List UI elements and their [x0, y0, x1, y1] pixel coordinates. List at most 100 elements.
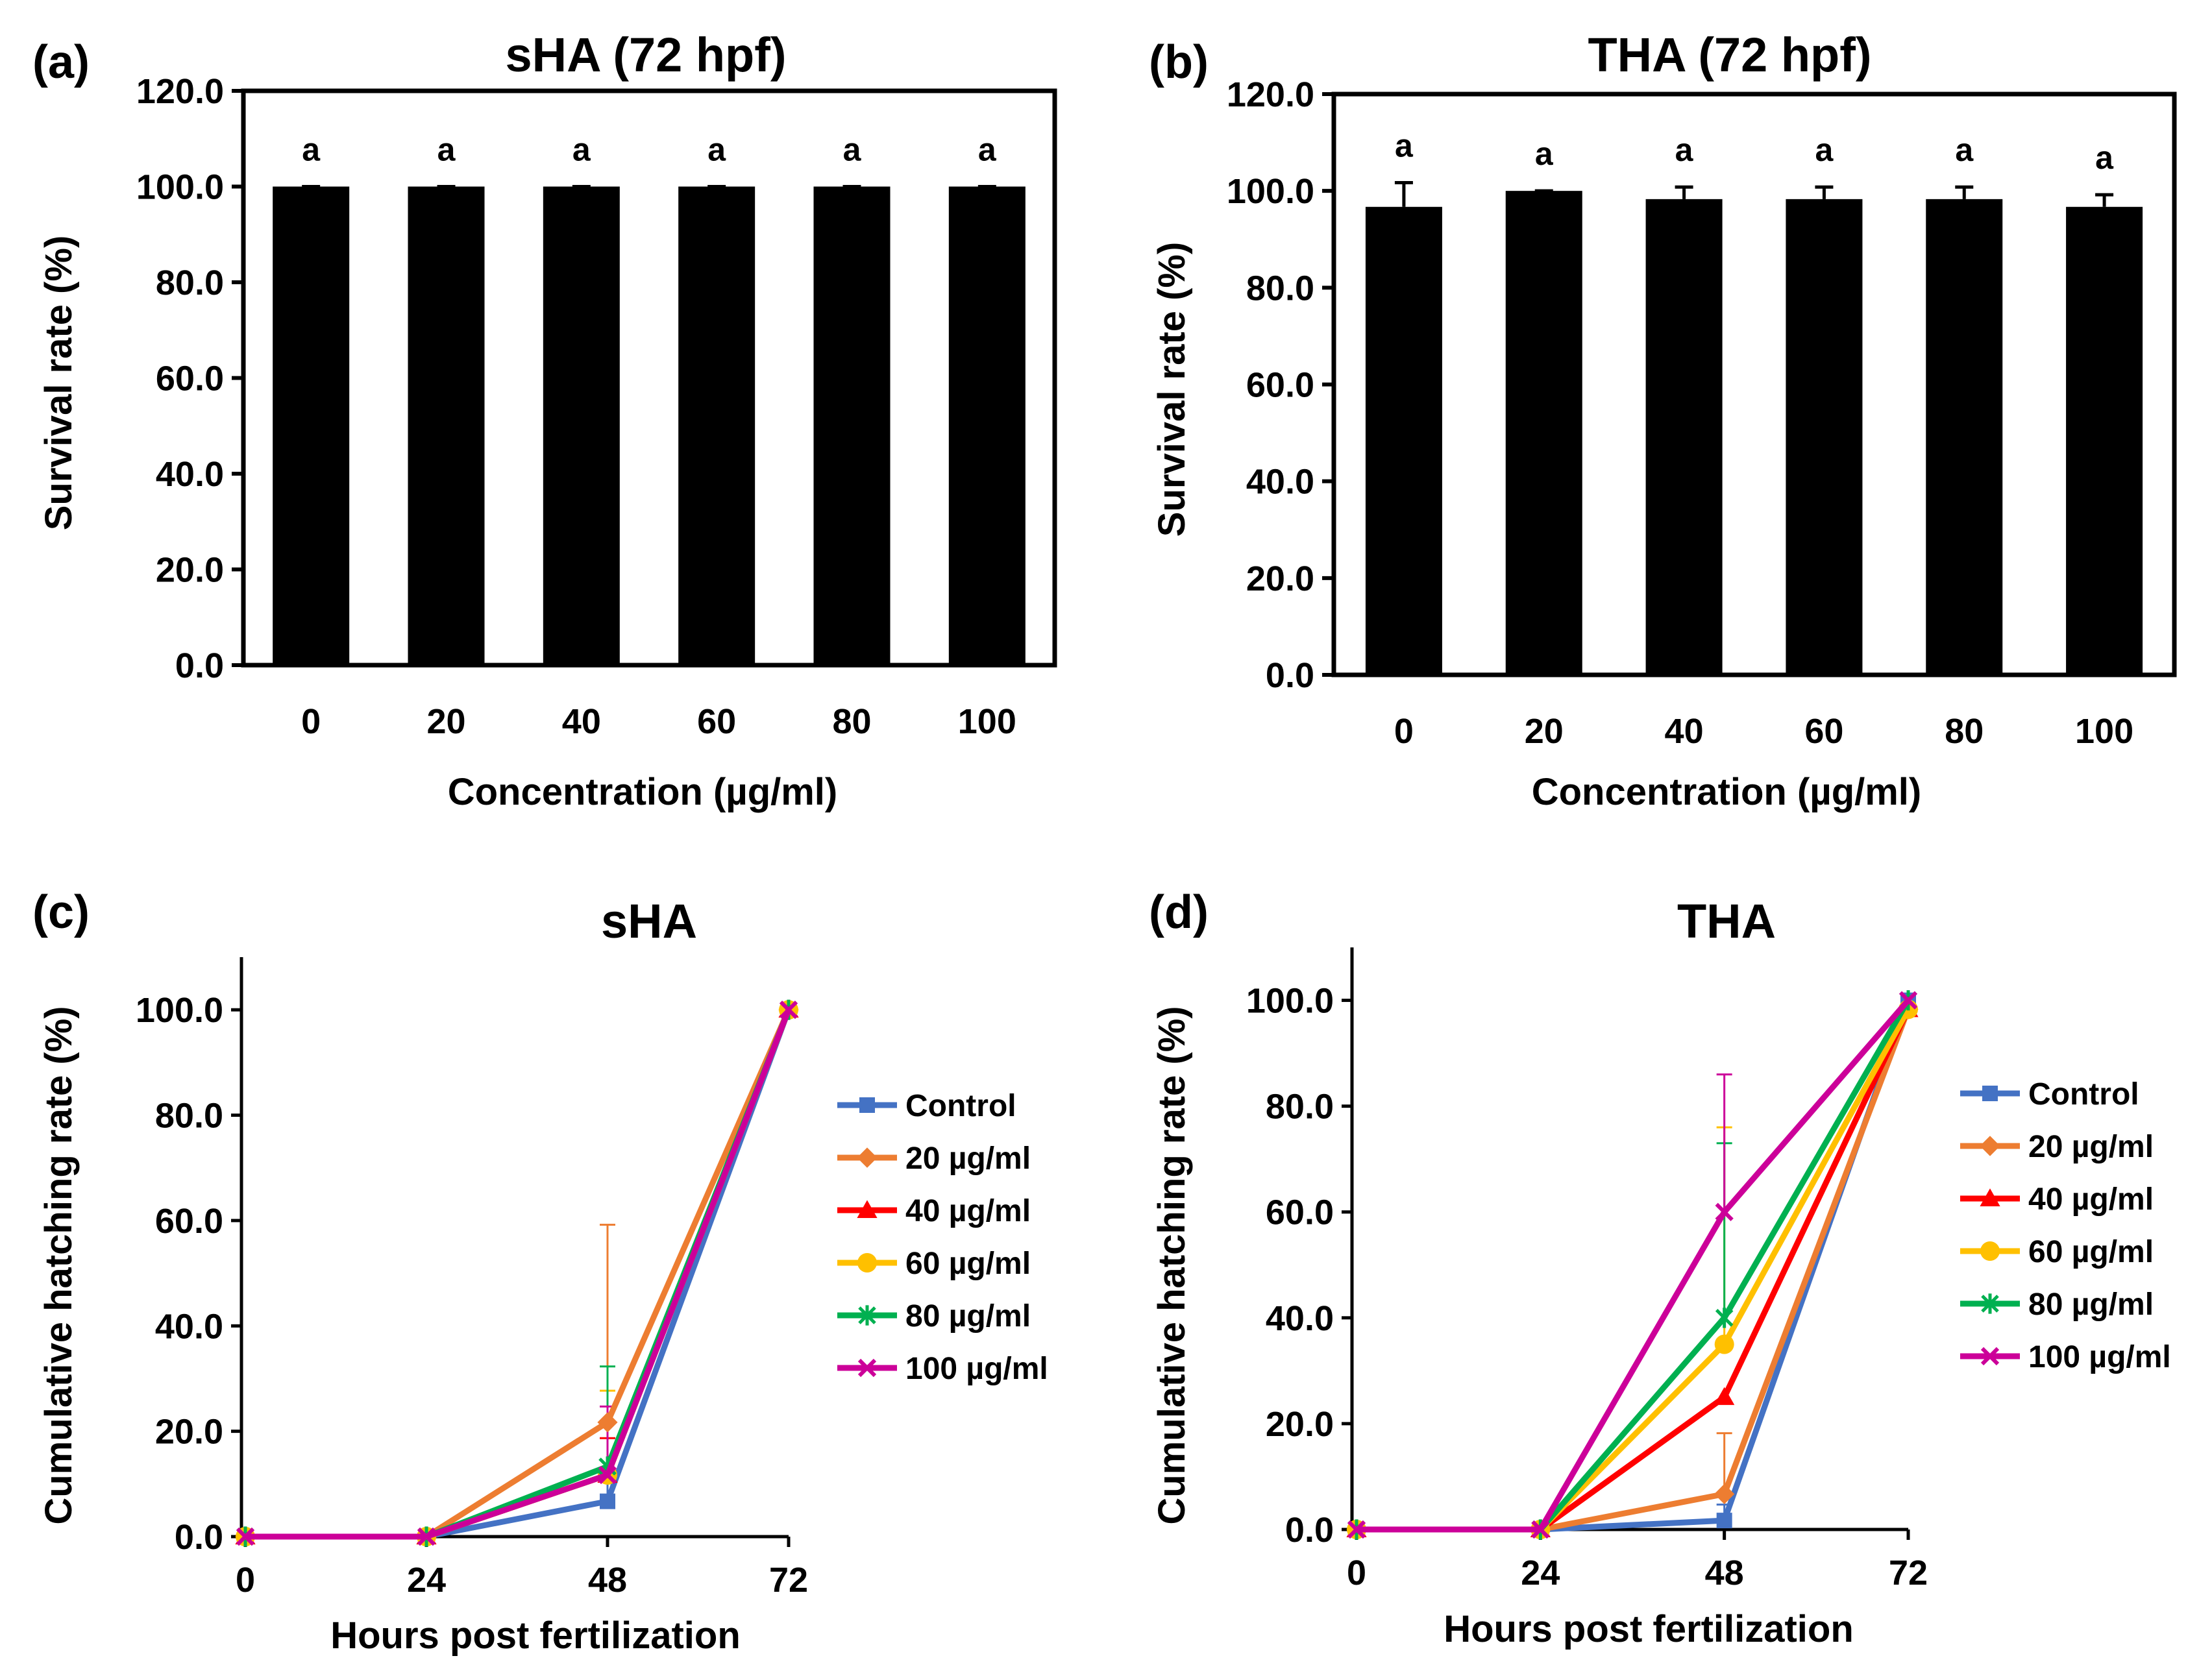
x-tick-label: 0: [1347, 1553, 1366, 1592]
x-tick-label: 100: [2075, 712, 2133, 751]
y-tick-label: 80.0: [155, 1097, 223, 1136]
panel-d-x-ticks: 0 24 48 72: [1347, 1529, 1928, 1592]
marker-x-stroke: [598, 1465, 617, 1485]
marker-x-stroke: [857, 1358, 877, 1378]
significance-letter: a: [1675, 132, 1694, 168]
x-tick-label: 60: [1804, 712, 1843, 751]
significance-letter: a: [978, 132, 997, 168]
y-tick-label: 80.0: [1246, 269, 1314, 308]
legend-item: 40 µg/ml: [1960, 1182, 2154, 1217]
x-tick-label: 0: [236, 1561, 255, 1600]
legend-label: 40 µg/ml: [2028, 1182, 2154, 1217]
marker-x-stroke: [1715, 1202, 1734, 1221]
legend-item: 100 µg/ml: [837, 1352, 1048, 1386]
legend-item: 40 µg/ml: [837, 1194, 1031, 1228]
panel-c-xlabel: Hours post fertilization: [330, 1614, 741, 1657]
series-line: [1357, 999, 1911, 1533]
bar: [1645, 199, 1723, 675]
panel-d-y-ticks: 0.0 20.0 40.0 60.0 80.0 100.0: [1246, 982, 1352, 1550]
panel-d-ylabel: Cumulative hatching rate (%): [1151, 1006, 1193, 1524]
panel-d-series-lines: [1346, 990, 1919, 1540]
legend-item: 60 µg/ml: [1960, 1235, 2154, 1269]
marker-x-stroke: [1899, 991, 1918, 1010]
series-line: [245, 1008, 792, 1540]
panel-a-ylabel: Survival rate (%): [38, 236, 80, 531]
significance-letter: a: [1535, 136, 1554, 172]
y-tick-label: 0.0: [175, 646, 224, 685]
marker-square: [1716, 1513, 1732, 1529]
panel-b-label: (b): [1149, 36, 1209, 88]
marker-circle: [1714, 1334, 1734, 1354]
panel-b-survival-tha: (b) THA (72 hpf) Survival rate (%) Conce…: [1149, 28, 2177, 813]
x-tick-label: 72: [769, 1561, 808, 1600]
marker-square: [600, 1493, 615, 1509]
y-tick-label: 20.0: [1246, 559, 1314, 598]
significance-letter: a: [572, 132, 591, 168]
panel-a-survival-sha: (a) sHA (72 hpf) Survival rate (%) Conce…: [32, 28, 1057, 813]
marker-diamond: [857, 1147, 878, 1168]
x-tick-label: 48: [588, 1561, 627, 1600]
marker-diamond: [1980, 1136, 2000, 1156]
legend-item: Control: [837, 1089, 1016, 1123]
series-line: [245, 1008, 792, 1540]
panel-a-title: sHA (72 hpf): [505, 28, 786, 82]
x-tick-label: 20: [1525, 712, 1564, 751]
series-100-gml: [236, 1001, 798, 1546]
y-tick-label: 60.0: [1246, 366, 1314, 405]
y-tick-label: 60.0: [1266, 1193, 1334, 1232]
legend-item: 100 µg/ml: [1960, 1340, 2171, 1374]
y-tick-label: 80.0: [1266, 1088, 1334, 1127]
marker-circle: [857, 1253, 877, 1273]
panel-b-ylabel: Survival rate (%): [1151, 242, 1193, 537]
series-line: [1357, 1008, 1911, 1533]
x-tick-label: 100: [958, 702, 1016, 741]
y-tick-label: 120.0: [1227, 75, 1314, 114]
x-tick-label: 0: [1394, 712, 1414, 751]
y-tick-label: 100.0: [136, 991, 223, 1030]
bar: [678, 186, 756, 665]
series-line: [245, 1008, 792, 1540]
y-tick-label: 40.0: [156, 455, 224, 494]
series-line: [245, 1008, 792, 1540]
marker-x-stroke: [1531, 1520, 1550, 1539]
marker-circle: [1980, 1241, 2000, 1261]
x-tick-label: 24: [407, 1561, 446, 1600]
legend-label: Control: [2028, 1077, 2139, 1112]
x-tick-label: 24: [1521, 1553, 1560, 1592]
legend-label: 60 µg/ml: [2028, 1235, 2154, 1269]
legend-item: 20 µg/ml: [837, 1141, 1031, 1176]
legend-label: 80 µg/ml: [2028, 1287, 2154, 1322]
series-60-gml: [236, 1000, 798, 1546]
x-tick-label: 80: [832, 702, 871, 741]
series-line: [1357, 999, 1911, 1533]
bar: [543, 186, 620, 665]
series-80-gml: [1347, 990, 1917, 1540]
panel-b-plot-frame: [1331, 91, 2177, 677]
x-tick-label: 40: [562, 702, 601, 741]
series-line: [245, 1008, 792, 1540]
significance-letter: a: [1815, 132, 1834, 168]
y-tick-label: 100.0: [1227, 172, 1314, 211]
x-tick-label: 48: [1705, 1553, 1744, 1592]
y-tick-label: 100.0: [1246, 982, 1334, 1021]
y-tick-label: 20.0: [156, 551, 224, 590]
marker-x-stroke: [417, 1527, 436, 1546]
x-tick-label: 40: [1665, 712, 1704, 751]
bar: [1505, 191, 1582, 676]
panel-c-axes: [240, 957, 789, 1539]
panel-b-x-ticks: 0 20 40 60 80 100: [1394, 712, 2133, 751]
marker-triangle: [1980, 1188, 2000, 1206]
marker-triangle: [857, 1200, 878, 1218]
series-20-gml: [235, 999, 799, 1547]
x-tick-label: 72: [1889, 1553, 1928, 1592]
legend-label: 100 µg/ml: [2028, 1340, 2171, 1374]
legend-item: 60 µg/ml: [837, 1247, 1031, 1281]
legend-item: 80 µg/ml: [837, 1299, 1031, 1334]
panel-c-legend: Control 20 µg/ml 40 µg/ml 60 µg/ml 80 µg/ml 1…: [837, 1089, 1048, 1386]
legend-label: 80 µg/ml: [905, 1299, 1031, 1334]
legend-label: 40 µg/ml: [905, 1194, 1031, 1228]
panel-b-y-ticks: 0.0 20.0 40.0 60.0 80.0 100.0 120.0: [1227, 75, 1334, 695]
bar: [1926, 199, 2003, 675]
marker-square: [859, 1097, 875, 1113]
